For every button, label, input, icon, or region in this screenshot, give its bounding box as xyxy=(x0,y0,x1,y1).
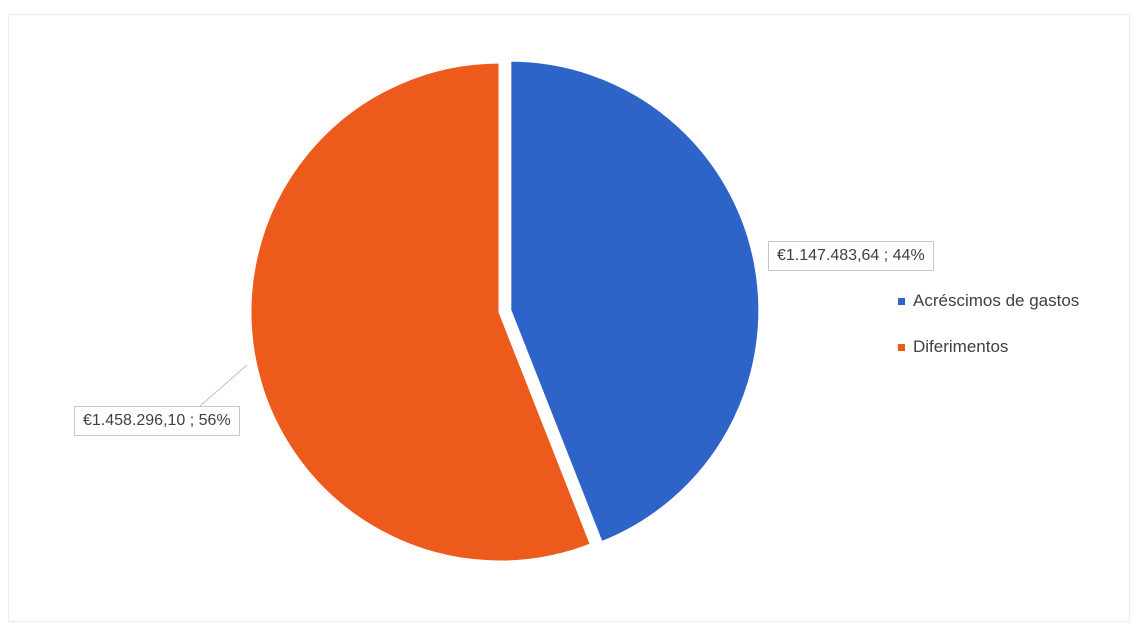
legend-item-acrescimos: Acréscimos de gastos xyxy=(898,287,1079,315)
data-label-acrescimos: €1.147.483,64 ; 44% xyxy=(768,241,934,271)
data-label-diferimentos: €1.458.296,10 ; 56% xyxy=(74,406,240,436)
legend-item-diferimentos: Diferimentos xyxy=(898,333,1079,361)
legend-label-acrescimos: Acréscimos de gastos xyxy=(913,291,1080,310)
leader-line-diferimentos xyxy=(199,364,248,407)
chart-frame xyxy=(8,14,1130,622)
legend-swatch-diferimentos xyxy=(898,343,905,351)
legend-label-diferimentos: Diferimentos xyxy=(913,337,1009,356)
pie-slice-diferimentos xyxy=(248,60,594,564)
legend-swatch-acrescimos xyxy=(898,297,905,305)
pie-slice-acrescimos xyxy=(508,58,762,545)
legend: Acréscimos de gastos Diferimentos xyxy=(898,287,1079,379)
